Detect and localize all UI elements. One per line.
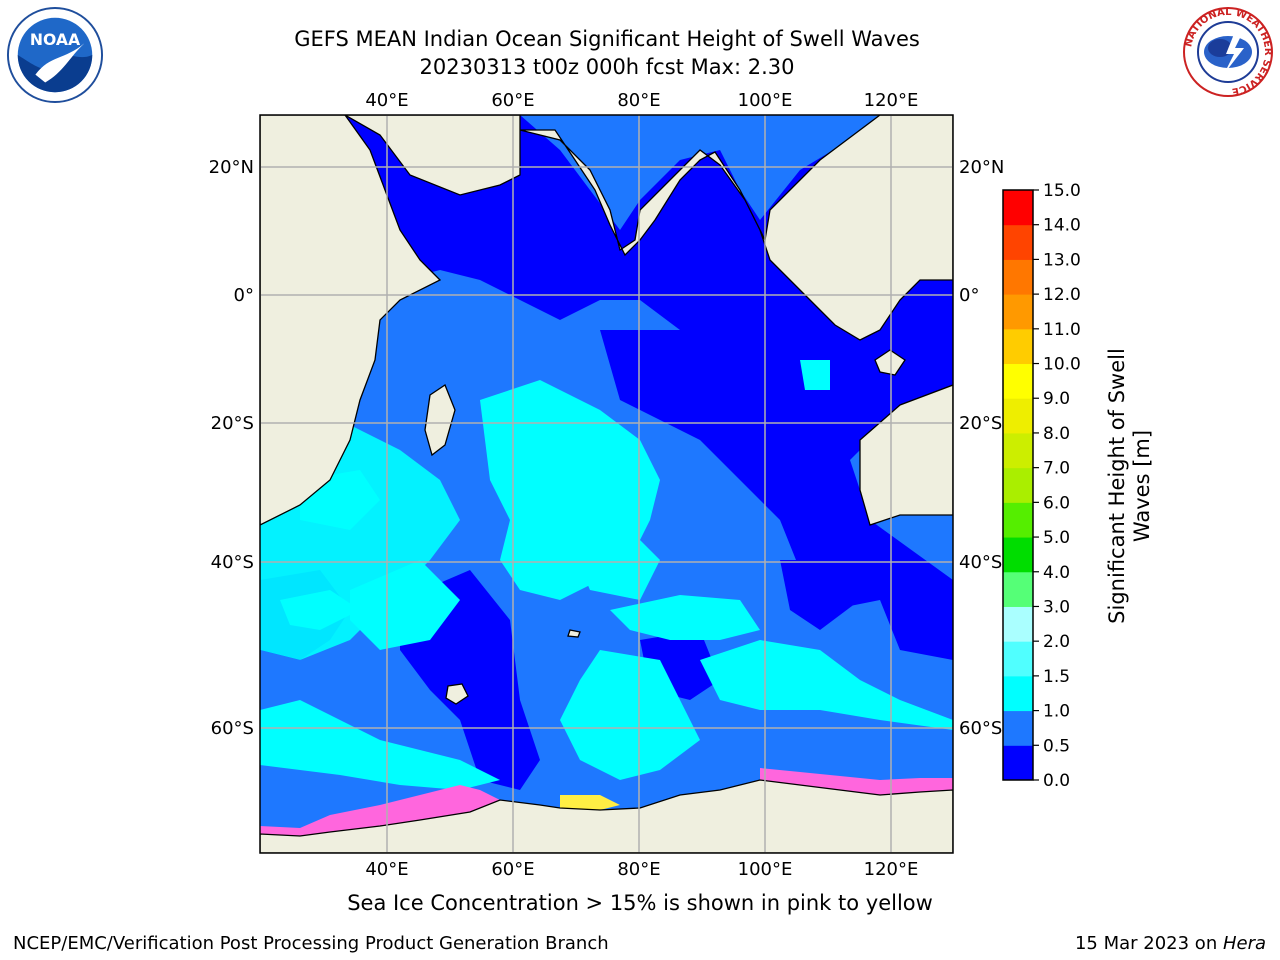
lon-tick-bottom: 80°E [617,859,660,880]
colorbar-swatch [1003,675,1033,712]
noaa-logo-text: NOAA [30,30,81,49]
lat-tick-right: 60°S [959,718,1002,739]
colorbar-swatch [1003,432,1033,469]
colorbar-swatch [1003,745,1033,781]
colorbar-swatch [1003,398,1033,434]
lon-tick-top: 100°E [738,90,793,111]
producer-credit: NCEP/EMC/Verification Post Processing Pr… [13,933,609,954]
colorbar-tick-label: 6.0 [1043,493,1070,513]
lon-tick-top: 80°E [617,90,660,111]
colorbar-tick-label: 8.0 [1043,424,1070,444]
lat-tick-left: 20°S [211,413,254,434]
colorbar-tick-label: 3.0 [1043,597,1070,617]
colorbar-tick-label: 9.0 [1043,389,1070,409]
colorbar-tick-label: 5.0 [1043,528,1070,548]
lon-tick-top: 120°E [864,90,919,111]
colorbar: 0.0 0.5 1.0 1.5 2.0 3.0 4.0 5.0 6.0 7.0 8.0 9.0 10.0… [1002,181,1081,791]
colorbar-swatch [1003,641,1033,677]
lon-tick-bottom: 60°E [491,859,534,880]
nws-logo: NATIONAL WEATHER SERVICE [1183,7,1273,97]
lon-tick-bottom: 120°E [864,859,919,880]
colorbar-swatch [1003,224,1033,260]
map-plot-area [260,115,953,853]
colorbar-swatch [1003,537,1033,573]
colorbar-swatch [1003,294,1033,330]
colorbar-tick-label: 12.0 [1043,285,1081,305]
lat-tick-left: 60°S [211,718,254,739]
chart-title: GEFS MEAN Indian Ocean Significant Heigh… [294,27,920,51]
lat-tick-left: 0° [234,285,254,306]
colorbar-swatch [1003,190,1033,226]
map-axis-labels: 40°E 60°E 80°E 100°E 120°E 40°E 60°E 80°… [209,90,1005,880]
lat-tick-left: 40°S [211,552,254,573]
colorbar-label-line1: Significant Height of Swell [1105,348,1129,624]
colorbar-swatch [1003,363,1033,399]
noaa-logo: NOAA [6,6,104,104]
generation-date: 15 Mar 2023 on Hera [1075,933,1266,954]
lon-tick-top: 60°E [491,90,534,111]
colorbar-swatch [1003,259,1033,295]
colorbar-tick-label: 10.0 [1043,355,1081,375]
colorbar-frame [1002,189,1034,781]
colorbar-label-line2: Waves [m] [1130,429,1154,543]
colorbar-tick-label: 0.5 [1043,736,1070,756]
map-gridlines [260,115,953,853]
chart-subtitle: 20230313 t00z 000h fcst Max: 2.30 [419,55,795,79]
lat-tick-right: 20°N [959,157,1004,178]
colorbar-tick-label: 1.0 [1043,702,1070,722]
sea-ice-band [260,768,953,836]
lon-tick-bottom: 40°E [365,859,408,880]
swell-field-high [260,360,953,790]
colorbar-swatch [1003,467,1033,503]
colorbar-tick-label: 4.0 [1043,563,1070,583]
colorbar-tick-label: 2.0 [1043,632,1070,652]
colorbar-tick-label: 0.0 [1043,771,1070,791]
colorbar-tick-label: 15.0 [1043,181,1081,201]
colorbar-swatch [1003,710,1033,746]
colorbar-tick-label: 14.0 [1043,216,1081,236]
colorbar-tick-label: 13.0 [1043,250,1081,270]
colorbar-swatch [1003,571,1033,607]
colorbar-swatch [1003,606,1033,642]
generation-date-text: 15 Mar 2023 on [1074,933,1223,954]
sea-ice-caption: Sea Ice Concentration > 15% is shown in … [347,891,933,915]
lat-tick-right: 0° [959,285,979,306]
host-name: Hera [1222,933,1266,954]
lat-tick-right: 20°S [959,413,1002,434]
lat-tick-left: 20°N [209,157,254,178]
lon-tick-bottom: 100°E [738,859,793,880]
map-frame [259,114,954,854]
colorbar-tick-label: 7.0 [1043,459,1070,479]
lat-tick-right: 40°S [959,552,1002,573]
colorbar-swatch [1003,328,1033,365]
colorbar-tick-label: 11.0 [1043,320,1081,340]
colorbar-tick-label: 1.5 [1043,667,1070,687]
lon-tick-top: 40°E [365,90,408,111]
colorbar-swatch [1003,502,1033,538]
